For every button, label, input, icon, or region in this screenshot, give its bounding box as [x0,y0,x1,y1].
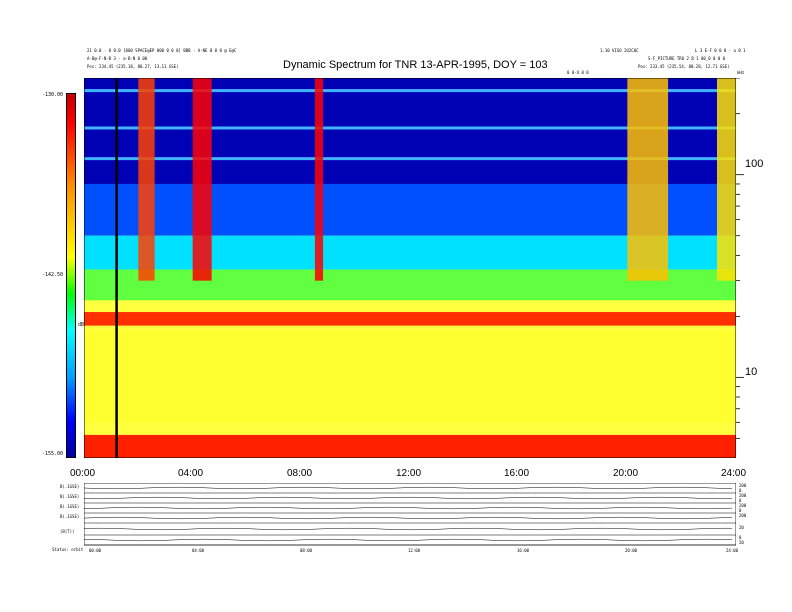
panel-right-tick-7: 200 [739,513,747,518]
header-left-line1: 21 0.0 · 8 0.0 [000 SPACE@EP 000 0 0 0] … [87,48,237,53]
panel-right-tick-9: 0 [739,535,742,540]
upper-streak-2 [84,89,736,93]
panel-trace-5 [84,527,733,531]
panel-right-tick-4: 0 [739,498,742,503]
x-tick-label-3: 12:00 [396,468,422,479]
colorbar-label-max: -130.00 [42,92,64,98]
colorbar-unit-label: dB [78,322,85,328]
lower-x-tick-4: 16:00 [517,548,530,553]
header-right-line2: L 3 E·F 0 0 0 · a 0 1 [695,48,746,53]
spectrogram-svg [84,78,736,458]
chart-title: Dynamic Spectrum for TNR 13-APR-1995, DO… [283,59,548,71]
freq-tick-label-100: 100 [745,158,764,170]
x-tick-label-4: 16:00 [504,468,530,479]
lower-x-tick-0: 00:00 [89,548,102,553]
panel-trace-2 [84,496,733,500]
panel-right-tick-8: 20 [739,525,744,530]
header-left-line3: Pos: 234.45 (235.18, 80.27, 13.11 GSE) [87,64,179,69]
upper-streak-0 [84,157,736,161]
x-tick-label-0: 00:00 [70,468,96,479]
lower-panels-frame [84,483,736,546]
burst-late [627,78,669,281]
panel-right-tick-10: 20 [739,540,744,545]
band-red-line [84,312,736,326]
panel-trace-3 [84,506,733,510]
colorbar [66,93,76,458]
lower-x-tick-6: 24:00 [726,548,739,553]
panel-right-tick-2: 0 [739,488,742,493]
burst-spike [314,78,324,281]
colorbar-label-min: -155.00 [42,451,64,457]
colorbar-label-mid: -142.50 [42,272,64,278]
lower-x-tick-1: 04:00 [192,548,205,553]
x-tick-label-6: 24:00 [721,468,747,479]
lower-x-tick-5: 20:00 [625,548,638,553]
x-tick-label-1: 04:00 [178,468,204,479]
panel-right-tick-3: 200 [739,493,747,498]
band-yellow [84,330,736,423]
header-right-line3: S·F_PICTURE TRU 2 B 1 00_0 0 0 0 [648,56,726,61]
header-right-line4: Pos: 233.45 (235.54, 80.28, 12.71 GSE) [638,64,730,69]
panel-label-4: B(.1GSE) [60,514,80,519]
x-tick-label-2: 08:00 [287,468,313,479]
frequency-axis [736,78,744,439]
burst-main [192,78,212,281]
panel-label-3: B(.1GSE) [60,504,80,509]
lower-x-tick-2: 08:00 [300,548,313,553]
panel-right-tick-5: 200 [739,503,747,508]
burst-end [716,78,736,281]
panel-label-2: B(.1GSE) [60,494,80,499]
lower-panels-svg [84,483,736,546]
panel-right-tick-1: 200 [739,483,747,488]
panel-trace-4 [84,516,733,520]
freq-tick-label-10: 10 [745,366,758,378]
lower-x-tick-3: 12:00 [408,548,421,553]
band-bottom-red [84,434,736,458]
panel-label-6: Status: orbit [52,547,84,552]
header-mid-tag: 0 0·U 0 0 [567,70,589,75]
burst-early [138,78,155,281]
panel-label-5: (B(T)) [60,529,75,534]
panel-trace-1 [84,486,733,490]
x-tick-label-5: 20:00 [613,468,639,479]
header-left-line2: A·B@·F·N·B 3 · a·B·N 0 00 [87,56,148,61]
panel-label-1: B(.1GSE) [60,484,80,489]
panel-trace-6 [84,538,733,542]
header-right-line1: 1.10 VISO 2U2C0C [600,48,639,53]
panel-right-tick-6: 0 [739,508,742,513]
header-corner-tag: kHz [737,70,745,75]
upper-streak-1 [84,126,736,130]
